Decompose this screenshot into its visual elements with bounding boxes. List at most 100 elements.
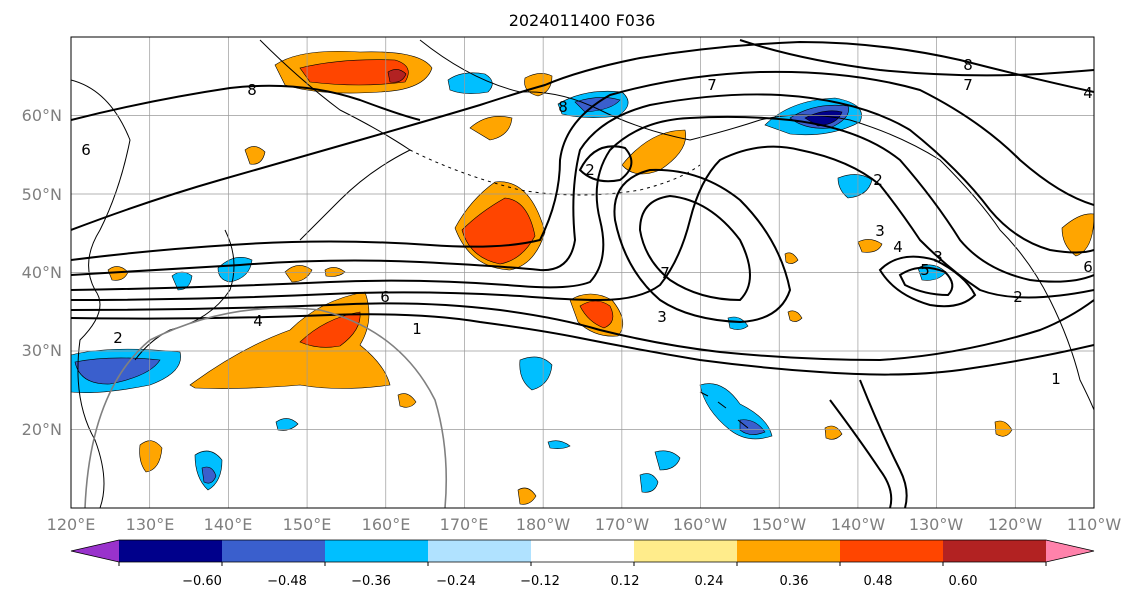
coast-kamchatka [259,39,411,241]
contour-line-3 [71,145,1094,302]
contour-label: 3 [657,308,667,326]
contour-label-layer: 8 8 7 8 7 6 2 2 3 4 5 6 7 4 3 3 2 1 1 2 … [81,56,1093,388]
lon-tick-label: 160°W [673,515,728,534]
shade-blob-subtropic-blue-4 [639,473,659,493]
shade-blob-japan-orange-3 [324,267,346,277]
contour-line-2 [71,299,1094,362]
colorbar-tick-labels: −0.60 −0.48 −0.36 −0.24 −0.12 0.12 0.24 … [182,574,977,589]
shade-blob-subtropic-blue-5 [547,440,571,449]
contour-label: 4 [893,238,903,256]
lon-tick-label: 160°E [362,515,411,534]
lon-tick-label: 170°W [595,515,650,534]
contour-label: 7 [660,264,670,282]
shade-blob-kuril-orange [469,116,513,141]
lon-axis-labels: 120°E 130°E 140°E 150°E 160°E 170°E 180°… [47,515,1122,534]
colorbar-tick-label: −0.24 [436,574,476,589]
shade-blob-jet-red [299,311,361,348]
contour-line-5 [71,93,1094,276]
contour-closed-alaska-low [578,145,633,183]
contour-label: 6 [1083,258,1093,276]
shade-blob-subtropic-blue-1 [519,356,553,391]
colorbar-tick-label: 0.60 [949,574,978,589]
shade-blob-gulf-blue-west-core [574,97,621,113]
shade-blob-aleutian-north-core [299,59,409,86]
contour-label: 1 [1051,370,1061,388]
coast-hawaii [699,391,749,429]
lat-tick-label: 50°N [22,185,62,204]
contour-closed-east-low-inner [898,266,954,297]
shade-blob-subtropic-orange-2 [397,393,417,408]
shade-blob-east-orange-2 [1061,213,1094,257]
shade-blob-japan-blue-2 [217,257,253,283]
colorbar-segment [737,540,840,562]
shade-blob-subtropic-blue-2-core [201,466,217,484]
colorbar-segment [531,540,634,562]
lat-tick-label: 40°N [22,263,62,282]
contour-closed-east-low [878,255,977,308]
lon-tick-label: 150°W [752,515,807,534]
coast-east-asia [71,79,131,508]
contour-line-1 [71,313,1094,376]
contour-closed-gulf-low [613,168,792,324]
colorbar-tick-label: −0.48 [267,574,307,589]
contour-line-9 [739,39,1094,77]
lon-tick-label: 110°W [1067,515,1122,534]
lon-tick-label: 120°W [988,515,1043,534]
contour-layer [71,39,1094,508]
contour-label: 7 [963,76,973,94]
lon-tick-label: 180°W [516,515,571,534]
shade-blob-gulf-blue-east-peak [804,110,843,127]
shade-blob-okhotsk-orange [244,146,266,165]
map-panel: 8 8 7 8 7 6 2 2 3 4 5 6 7 4 3 3 2 1 1 2 … [71,37,1094,508]
shade-blob-japan-orange-2 [284,265,313,283]
lon-tick-label: 150°E [283,515,332,534]
colorbar-tick-label: 0.36 [780,574,809,589]
shade-blob-east-orange-3 [787,310,803,322]
contour-line-4 [71,115,1094,291]
lon-tick-label: 140°W [831,515,886,534]
shade-blob-hawaii-blue-core [739,419,766,435]
reference-arc [84,307,448,508]
shade-blob-subtropic-orange-3 [517,487,537,505]
colorbar-segment [71,540,119,562]
colorbar-tick-label: 0.48 [864,574,893,589]
lon-tick-label: 140°E [204,515,253,534]
contour-label: 8 [558,98,568,116]
contour-label: 2 [113,329,123,347]
shade-blob-aleutian-north-peak [387,69,407,83]
contour-label: 8 [247,81,257,99]
shade-blob-gulf-small-blue [837,174,873,199]
colorbar-tick-label: −0.12 [520,574,560,589]
colorbar-tick-label: −0.36 [351,574,391,589]
shade-blob-subtropic-blue-3 [654,450,681,471]
contour-closed-gulf-low-inner [638,194,751,302]
map-title: 2024011400 F036 [509,11,656,30]
shade-blob-dateline-red-core [579,300,614,329]
graticule [71,37,1094,508]
colorbar-segment [222,540,325,562]
lat-axis-labels: 20°N 30°N 40°N 50°N 60°N [22,106,62,439]
shade-blob-east-orange-1 [857,239,883,253]
contour-line-7 [71,40,1094,231]
colorbar-segment [634,540,737,562]
colorbar-segment [1046,540,1094,562]
shade-blob-subtropic-blue-6 [275,418,299,431]
contour-label: 7 [707,76,717,94]
shade-blob-east-blue-2 [727,316,749,330]
contour-label: 3 [875,222,885,240]
contour-line-6 [71,70,1094,261]
lon-tick-label: 170°E [440,515,489,534]
coast-aleutians [409,149,701,196]
colorbar-tick-label: 0.12 [611,574,640,589]
lat-tick-label: 30°N [22,341,62,360]
contour-label: 1 [412,320,422,338]
contour-label: 5 [920,261,930,279]
shade-blob-bering-blue [447,72,493,94]
lon-tick-label: 130°E [126,515,175,534]
contour-label: 6 [81,141,91,159]
coast-japan [134,229,235,361]
contour-south-loop [859,379,908,508]
shade-blob-subtropic-orange-5 [994,420,1013,437]
colorbar-tick-label: 0.24 [695,574,724,589]
